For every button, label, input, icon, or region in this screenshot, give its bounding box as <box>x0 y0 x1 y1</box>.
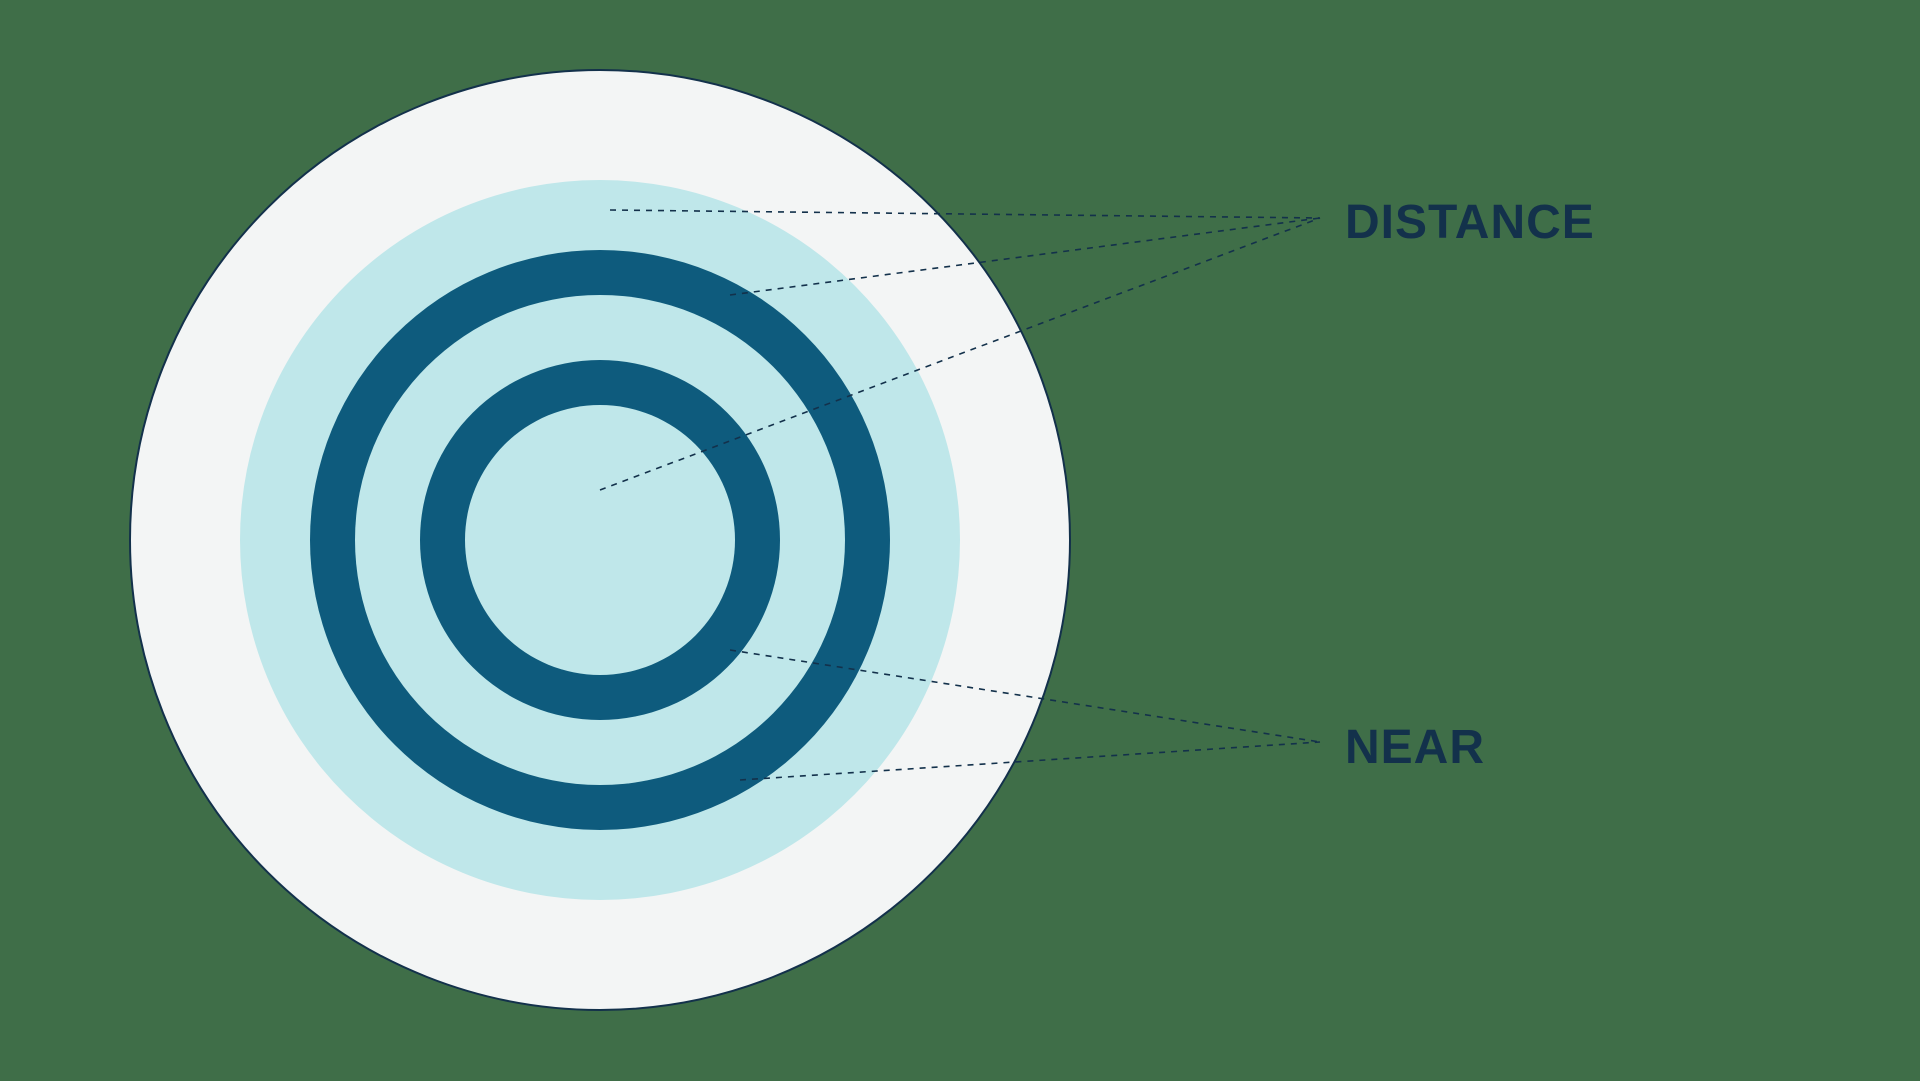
lens-zone-4-distance <box>465 405 735 675</box>
distance-label: DISTANCE <box>1345 195 1595 250</box>
lens-diagram <box>0 0 1920 1081</box>
near-label: NEAR <box>1345 720 1485 775</box>
diagram-canvas: DISTANCE NEAR <box>0 0 1920 1081</box>
